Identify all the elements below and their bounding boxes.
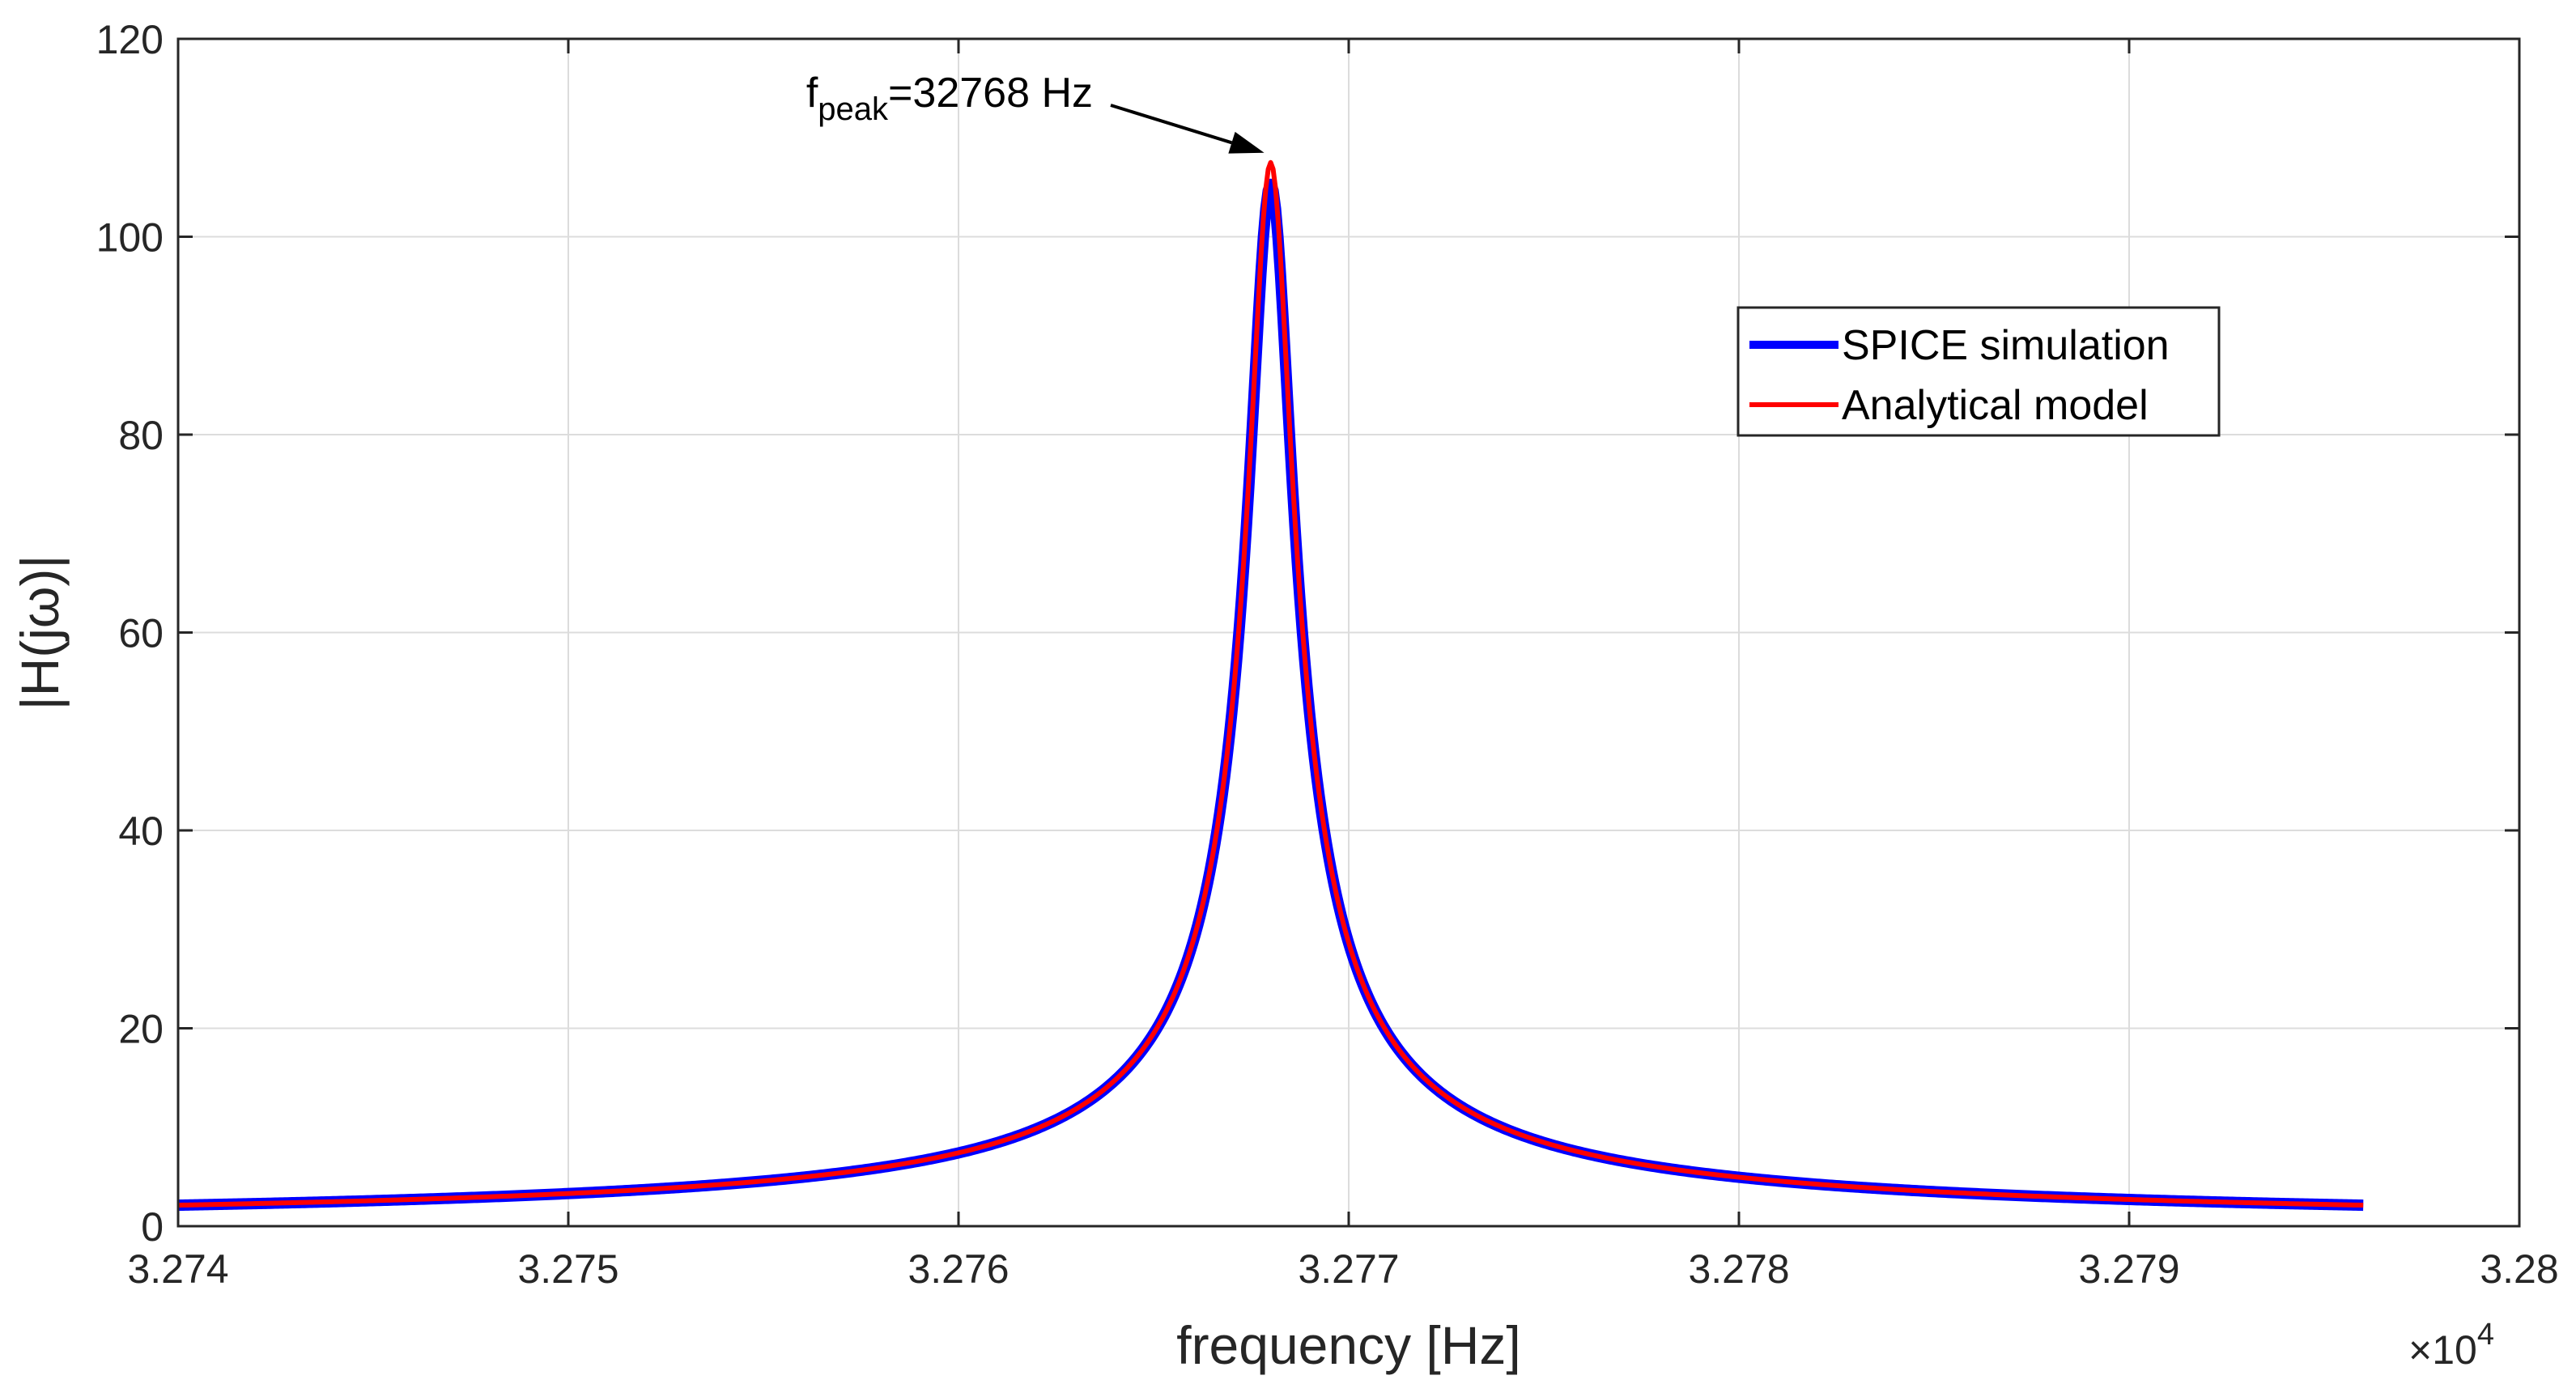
x-tick-label: 3.277 xyxy=(1298,1246,1399,1292)
y-tick-label: 20 xyxy=(118,1007,164,1052)
y-tick-label: 40 xyxy=(118,809,164,854)
series-line-analytical-model xyxy=(177,159,2364,1208)
x-tick-label: 3.279 xyxy=(2078,1246,2179,1292)
y-axis-label: |H(jω)| xyxy=(10,554,70,710)
x-tick-label: 3.28 xyxy=(2480,1246,2558,1292)
peak-annotation-value: =32768 Hz xyxy=(888,70,1093,117)
peak-annotation-f: f xyxy=(806,70,818,117)
x-tick-label: 3.276 xyxy=(908,1246,1009,1292)
peak-annotation-arrow-line xyxy=(1110,104,1233,145)
y-tick-label: 0 xyxy=(141,1204,164,1250)
peak-annotation-arrow-head xyxy=(1228,131,1265,154)
x-axis-label: frequency [Hz] xyxy=(1176,1315,1521,1375)
y-tick-label: 80 xyxy=(118,413,164,458)
y-tick-label: 120 xyxy=(96,17,164,62)
legend-entry-label: SPICE simulation xyxy=(1842,322,2170,369)
x-axis-multiplier: ×104 xyxy=(2408,1318,2494,1373)
series-lines xyxy=(175,159,2367,1212)
x-tick-label: 3.278 xyxy=(1688,1246,1789,1292)
y-tick-label: 60 xyxy=(118,611,164,656)
legend-box xyxy=(1736,306,2221,437)
peak-annotation: fpeak=32768 Hz xyxy=(806,70,1265,154)
peak-annotation-text: fpeak=32768 Hz xyxy=(806,70,1093,127)
y-tick-label: 100 xyxy=(96,215,164,261)
x-axis-multiplier-exponent: 4 xyxy=(2477,1318,2494,1352)
tick-labels: 3.274 3.275 3.276 3.277 3.278 3.279 3.28 0 20 40 6… xyxy=(96,17,2559,1292)
peak-annotation-subscript: peak xyxy=(818,91,889,127)
legend-entry-label: Analytical model xyxy=(1842,382,2149,429)
axes-box xyxy=(176,37,2521,1228)
x-tick-label: 3.274 xyxy=(127,1246,228,1292)
x-axis-multiplier-base: ×10 xyxy=(2408,1327,2477,1373)
legend: SPICE simulation Analytical model xyxy=(1736,306,2221,437)
x-tick-label: 3.275 xyxy=(517,1246,618,1292)
